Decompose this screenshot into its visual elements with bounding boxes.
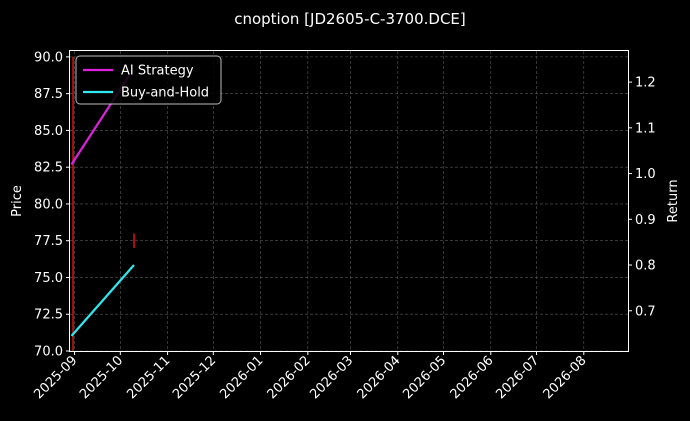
y-tick-label: 87.5	[34, 87, 63, 102]
y-tick-label: 72.5	[34, 308, 63, 323]
y-axis-left: 70.0 72.5 75.0 77.5 80.0 82.5 85.0 87.5 90.0	[34, 50, 70, 360]
series-line	[70, 264, 135, 337]
y-tick-label: 82.5	[34, 161, 63, 176]
legend: AI Strategy Buy-and-Hold	[75, 55, 222, 105]
plot-frame	[69, 50, 629, 352]
y2-tick-label: 0.9	[635, 213, 656, 228]
chart-title: cnoption [JD2605-C-3700.DCE]	[234, 10, 466, 28]
y-tick-label: 85.0	[34, 124, 63, 139]
y2-axis-label: Return	[666, 179, 681, 222]
y-tick-label: 70.0	[34, 345, 63, 360]
y2-tick-label: 0.8	[635, 259, 656, 274]
legend-label: AI Strategy	[121, 64, 194, 79]
y-tick-label: 90.0	[34, 50, 63, 65]
y2-tick-label: 0.7	[635, 304, 656, 319]
y2-tick-label: 1.1	[635, 121, 656, 136]
y-tick-label: 80.0	[34, 197, 63, 212]
y-tick-label: 77.5	[34, 234, 63, 249]
y-axis-right: 0.7 0.8 0.9 1.0 1.1 1.2	[628, 76, 656, 319]
plot-area	[70, 56, 135, 351]
y-tick-label: 75.0	[34, 271, 63, 286]
y2-tick-label: 1.2	[635, 76, 656, 91]
y-axis-label: Price	[10, 185, 25, 217]
y2-tick-label: 1.0	[635, 167, 656, 182]
legend-label: Buy-and-Hold	[121, 86, 209, 101]
